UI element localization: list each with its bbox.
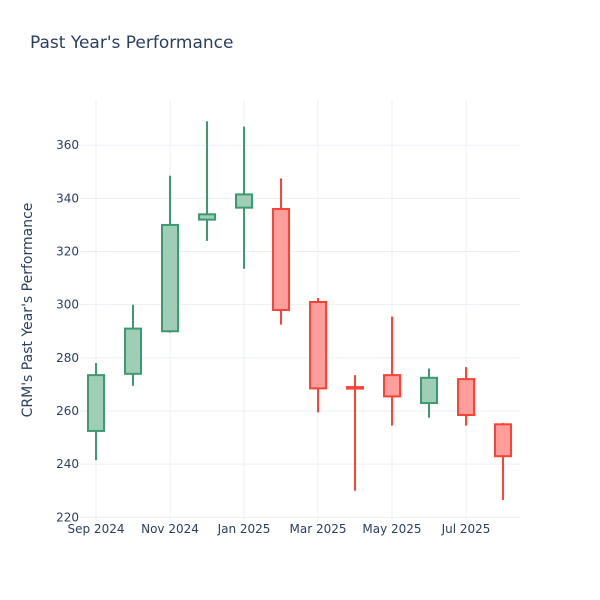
candle xyxy=(235,126,253,269)
y-tick-label: 260 xyxy=(56,404,79,418)
candle-body xyxy=(87,374,105,432)
x-tick-label: Jan 2025 xyxy=(217,522,271,536)
candle xyxy=(272,178,290,325)
candle-body xyxy=(494,423,512,458)
y-tick-label: 300 xyxy=(56,298,79,312)
chart-title: Past Year's Performance xyxy=(30,33,234,53)
y-tick-label: 360 xyxy=(56,138,79,152)
candle xyxy=(161,175,179,333)
candle-body xyxy=(124,327,142,375)
candle xyxy=(198,121,216,241)
y-tick-label: 240 xyxy=(56,457,79,471)
candle-body xyxy=(198,213,216,221)
candle-body xyxy=(457,378,475,416)
y-axis-ticks: 220 240 260 280 300 320 340 360 xyxy=(56,138,79,524)
candle xyxy=(383,316,401,426)
candle xyxy=(309,298,327,413)
candle-body xyxy=(420,376,438,405)
y-tick-label: 220 xyxy=(56,510,79,524)
candle-body xyxy=(346,386,364,390)
candle-body xyxy=(383,374,401,398)
candle-body xyxy=(235,193,253,209)
x-tick-label: Mar 2025 xyxy=(290,522,347,536)
x-axis-ticks: Sep 2024 Nov 2024 Jan 2025 Mar 2025 May 2025… xyxy=(68,522,491,536)
y-axis-title: CRM's Past Year's Performance xyxy=(20,203,36,418)
candle xyxy=(124,304,142,386)
grid-lines xyxy=(80,100,520,520)
candle xyxy=(494,422,512,501)
y-tick-label: 340 xyxy=(56,191,79,205)
candle xyxy=(346,375,364,491)
x-tick-label: Nov 2024 xyxy=(141,522,199,536)
candle xyxy=(87,363,105,461)
candles xyxy=(87,121,512,501)
x-tick-label: May 2025 xyxy=(362,522,421,536)
candle xyxy=(420,368,438,418)
y-tick-label: 280 xyxy=(56,351,79,365)
candle-body xyxy=(309,301,327,390)
x-tick-label: Sep 2024 xyxy=(68,522,125,536)
x-tick-label: Jul 2025 xyxy=(441,522,491,536)
candle xyxy=(457,367,475,426)
candle-body xyxy=(161,223,179,333)
y-tick-label: 320 xyxy=(56,245,79,259)
candle-body xyxy=(272,207,290,311)
